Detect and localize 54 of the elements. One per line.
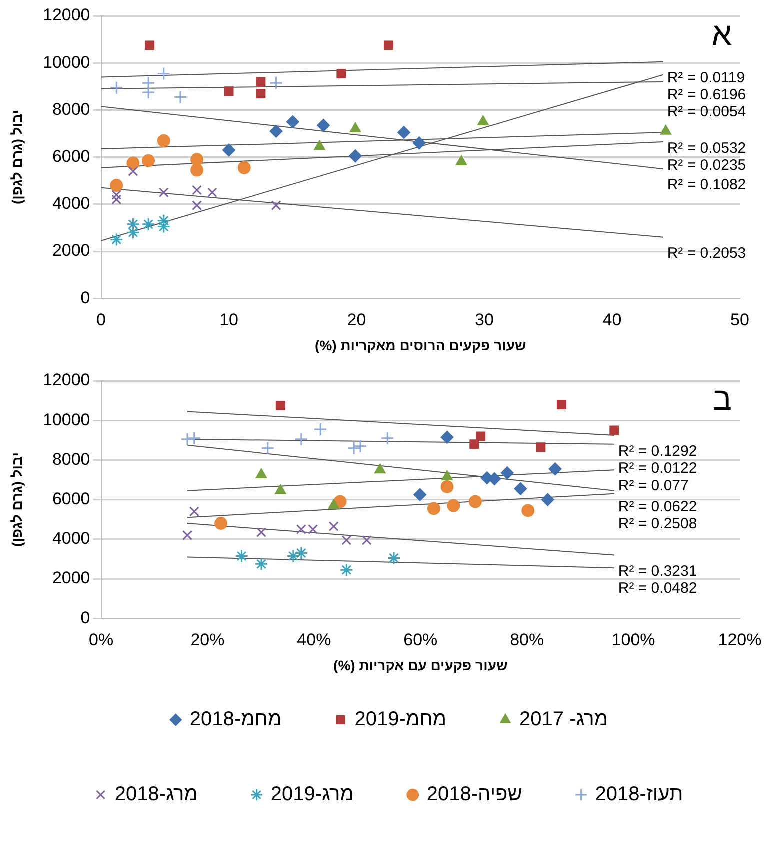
annotation: R² = 0.1082 [667,176,746,194]
annotation: R² = 0.2053 [667,245,746,262]
x-tick-label: 100% [612,630,656,650]
y-tick-label: 0 [80,288,90,308]
annotation: R² = 0.0235 [667,157,746,174]
annotation: R² = 0.1292 [618,443,698,460]
legend-label: 2017 -מרג [520,708,608,731]
legend-label: מחמ-2019 [354,708,447,731]
y-tick-label: 0 [80,608,90,628]
annotation: R² = 0.0622 [618,498,698,516]
x-tick-label: 0 [96,310,106,330]
y-tick-label: 10000 [42,52,90,72]
y-tick-label: 2000 [52,568,90,588]
x-tick-label: 20 [347,310,366,330]
y-axis-title: יבול (גרם לגפן) [8,452,25,548]
x-tick-label: 40% [297,630,332,650]
legend-label: מרג-2019 [270,784,354,806]
y-tick-label: 8000 [52,450,90,469]
x-tick-label: 50 [730,310,750,330]
y-tick-label: 12000 [42,370,90,390]
annotation: R² = 0.0119 [667,70,746,87]
annotation: R² = 0.0482 [618,580,698,597]
annotation: א [712,16,732,52]
x-axis-title: שעור פקעים הרוסים מאקריות (%) [315,337,526,354]
legend-label: מחמ-2018 [190,708,282,731]
y-tick-label: 6000 [52,489,90,508]
annotation: R² = 0.0054 [667,104,746,121]
x-tick-label: 60% [404,630,438,650]
x-tick-label: 10 [220,310,238,330]
y-tick-label: 4000 [52,529,90,548]
annotation: R² = 0.0532 [667,140,746,158]
y-tick-label: 6000 [52,146,90,166]
y-axis-title: יבול (גרם לגפן) [8,110,25,205]
x-tick-label: 120% [718,630,762,650]
y-tick-label: 12000 [42,6,90,25]
y-tick-label: 4000 [52,194,90,214]
x-tick-label: 20% [190,630,225,650]
legend-label: שפיה-2018 [426,784,522,806]
annotation: R² = 0.2508 [618,516,698,533]
x-tick-label: 0% [88,630,114,650]
x-tick-label: 80% [510,630,544,650]
x-axis-title: שעור פקעים עם אקריות (%) [334,657,508,674]
annotation: R² = 0.6196 [667,86,746,104]
y-tick-label: 8000 [52,100,90,119]
y-tick-label: 10000 [42,410,90,430]
legend-label: תעוז-2018 [595,784,684,806]
legend-label: מרג-2018 [114,784,198,806]
y-tick-label: 2000 [52,241,90,260]
annotation: R² = 0.3231 [618,562,698,580]
annotation: R² = 0.077 [618,478,689,495]
x-tick-label: 40 [602,310,622,330]
annotation: R² = 0.0122 [618,460,698,478]
x-tick-label: 30 [475,310,494,330]
annotation: ב [712,380,732,417]
